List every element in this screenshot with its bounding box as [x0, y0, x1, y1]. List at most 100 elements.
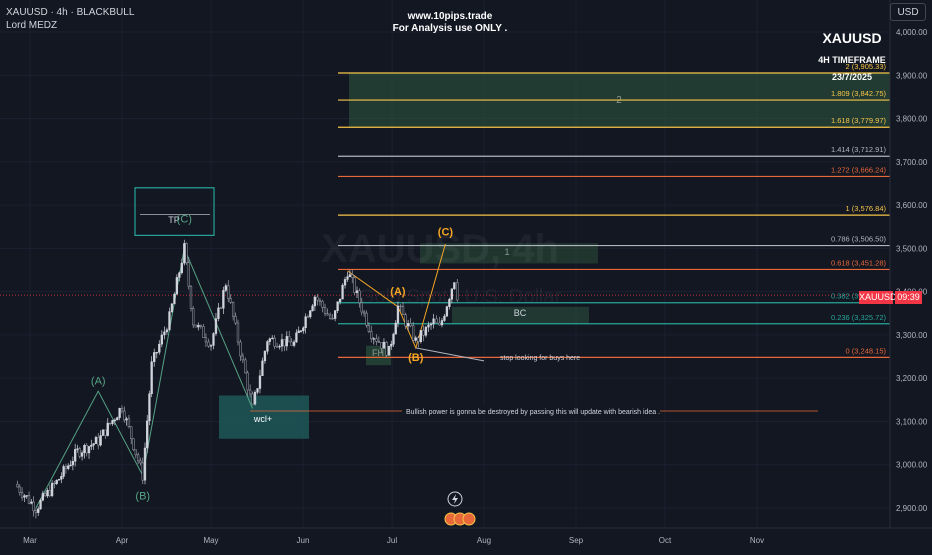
candle-body: [231, 302, 235, 317]
fib-label: 0.786 (3,506.50): [831, 235, 887, 244]
x-tick-label: Apr: [116, 536, 129, 545]
fib-label: 0 (3,248.15): [846, 346, 887, 355]
candle-body: [351, 274, 354, 278]
candle-body: [23, 495, 26, 498]
candle-body: [360, 302, 363, 313]
bc-zone: [452, 306, 589, 325]
currency-button[interactable]: USD: [890, 3, 926, 21]
candle-body: [295, 332, 298, 343]
candle-body: [385, 341, 388, 356]
candle-body: [116, 417, 119, 421]
candle-body: [64, 466, 68, 469]
candle-body: [306, 316, 310, 318]
candle-body: [111, 420, 114, 424]
candle-body: [443, 315, 446, 321]
bullish-annotation: Bullish power is gonna be destroyed by p…: [406, 409, 660, 416]
candle-body: [108, 422, 112, 425]
candle-body: [412, 325, 415, 341]
candle-body: [353, 277, 356, 293]
candle-body: [424, 326, 428, 336]
candle-body: [141, 462, 144, 481]
fib-label: 0.618 (3,451.28): [831, 258, 887, 267]
y-tick-label: 3,500.00: [896, 244, 928, 253]
candle-body: [170, 303, 174, 312]
candle-body: [25, 495, 28, 497]
candle-body: [30, 501, 33, 504]
wave-label: (A): [390, 286, 406, 298]
candle-body: [212, 333, 215, 346]
candle-body: [387, 345, 391, 356]
candle-body: [197, 324, 200, 328]
wave-path-orange: [347, 243, 446, 350]
target-zone-1: [420, 243, 598, 264]
candle-body: [399, 305, 402, 308]
candle-body: [445, 306, 449, 317]
candle-body: [367, 325, 371, 332]
candle-body: [244, 359, 247, 374]
candle-body: [16, 483, 19, 488]
candle-body: [273, 337, 276, 347]
candle-body: [251, 393, 254, 405]
candle-body: [120, 408, 124, 412]
candle-body: [173, 293, 176, 305]
candle-body: [53, 482, 56, 485]
candle-body: [316, 296, 319, 301]
overlay-date: 23/7/2025: [831, 72, 873, 82]
stop-pointer-line: [415, 347, 485, 362]
candle-body: [130, 426, 133, 440]
candle-body: [283, 339, 286, 347]
candle-body: [41, 493, 45, 501]
site-url: www.10pips.trade: [407, 11, 493, 22]
candle-body: [278, 345, 281, 348]
candle-body: [365, 312, 368, 326]
candle-body: [160, 334, 163, 345]
candle-body: [222, 290, 225, 309]
candle-body: [132, 438, 135, 451]
candle-body: [326, 313, 329, 316]
candle-body: [409, 323, 412, 327]
candle-body: [60, 476, 63, 480]
candle-body: [392, 333, 395, 345]
candle-body: [456, 282, 459, 301]
x-tick-label: Oct: [659, 536, 672, 545]
candle-body: [318, 299, 322, 302]
y-tick-label: 3,100.00: [896, 417, 928, 426]
candle-body: [285, 336, 288, 347]
x-tick-label: Jun: [297, 536, 310, 545]
wave-labels-layer: (A) (B) (C) (A) (B) (C): [91, 213, 453, 502]
candle-body: [271, 337, 274, 340]
candle-body: [104, 429, 107, 436]
candle-body: [432, 318, 435, 325]
candle-body: [37, 508, 40, 513]
author-name: Lord MEDZ: [6, 20, 58, 31]
candle-body: [150, 361, 153, 395]
candle-body: [414, 337, 417, 341]
candle-body: [292, 341, 296, 346]
overlay-timeframe: 4H TIMEFRAME: [818, 55, 886, 65]
wcl-label: wcl+: [253, 414, 272, 424]
candle-body: [377, 341, 381, 343]
bullish-bg: [402, 405, 660, 417]
candle-body: [101, 429, 105, 436]
candle-body: [92, 443, 95, 446]
candle-body: [202, 326, 205, 338]
candle-body: [57, 479, 61, 481]
x-tick-label: Aug: [477, 536, 491, 545]
fib-label: 1 (3,576.84): [846, 204, 887, 213]
candle-body: [27, 495, 31, 504]
candle-body: [358, 290, 361, 304]
price-axis: 4,000.00 3,900.00 3,800.00 3,700.00 3,600.00…: [889, 0, 928, 528]
current-time-tag: 09:39: [895, 291, 922, 304]
candle-body: [143, 447, 147, 481]
candle-body: [396, 305, 400, 324]
candle-body: [341, 284, 344, 300]
fib-label: 1.414 (3,712.91): [831, 145, 887, 154]
candle-body: [394, 322, 397, 335]
lightning-icon: [447, 491, 463, 507]
candle-body: [311, 305, 314, 312]
candle-body: [258, 375, 262, 389]
candle-body: [280, 339, 284, 347]
y-tick-label: 3,000.00: [896, 461, 928, 470]
